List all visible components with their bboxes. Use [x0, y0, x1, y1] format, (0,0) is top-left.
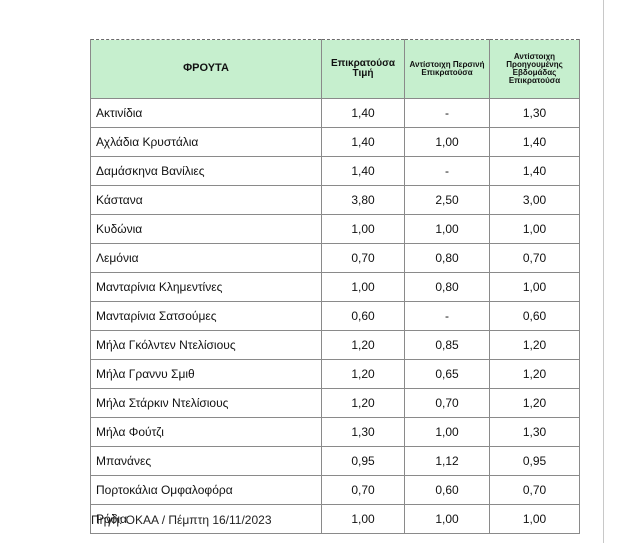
source-note: Πηγή: ΟΚΑΑ / Πέμπτη 16/11/2023: [91, 513, 272, 527]
current-price-cell: 1,30: [321, 417, 405, 447]
current-price-cell: 1,00: [321, 504, 405, 534]
table-row: Μήλα Στάρκιν Ντελίσιους 1,20 0,70 1,20: [90, 388, 580, 418]
last-year-price-cell: 2,50: [404, 185, 490, 215]
table-row: Πορτοκάλια Ομφαλοφόρα 0,70 0,60 0,70: [90, 475, 580, 505]
last-year-price-cell: -: [404, 98, 490, 128]
last-year-price-cell: 1,00: [404, 504, 490, 534]
fruit-name-cell: Μπανάνες: [90, 446, 322, 476]
table-row: Μήλα Γραννυ Σμιθ 1,20 0,65 1,20: [90, 359, 580, 389]
prev-week-price-cell: 3,00: [489, 185, 580, 215]
fruit-name-cell: Λεμόνια: [90, 243, 322, 273]
fruit-name-cell: Μανταρίνια Σατσούμες: [90, 301, 322, 331]
table-row: Ακτινίδια 1,40-1,30: [90, 98, 580, 128]
last-year-price-cell: -: [404, 301, 490, 331]
prev-week-price-cell: 1,20: [489, 330, 580, 360]
current-price-cell: 1,20: [321, 388, 405, 418]
last-year-price-cell: 0,70: [404, 388, 490, 418]
prev-week-price-cell: 1,00: [489, 214, 580, 244]
header-row: ΦΡΟΥΤΑ Επικρατούσα Τιμή Αντίστοιχη Περσι…: [90, 39, 580, 99]
fruit-name-cell: Μήλα Στάρκιν Ντελίσιους: [90, 388, 322, 418]
fruit-name-cell: Αχλάδια Κρυστάλια: [90, 127, 322, 157]
price-table: ΦΡΟΥΤΑ Επικρατούσα Τιμή Αντίστοιχη Περσι…: [90, 39, 580, 534]
table-row: Μανταρίνια Κλημεντίνες 1,00 0,80 1,00: [90, 272, 580, 302]
header-prev-week-price: Αντίστοιχη Προηγουμένης Εβδομάδας Επικρα…: [489, 39, 580, 99]
current-price-cell: 0,70: [321, 243, 405, 273]
last-year-price-cell: 0,60: [404, 475, 490, 505]
fruit-name-cell: Μήλα Γκόλντεν Ντελίσιους: [90, 330, 322, 360]
current-price-cell: 0,60: [321, 301, 405, 331]
page-edge: [603, 0, 604, 543]
header-fruit: ΦΡΟΥΤΑ: [90, 39, 322, 99]
fruit-name-cell: Μήλα Φούτζι: [90, 417, 322, 447]
last-year-price-cell: 0,80: [404, 272, 490, 302]
fruit-name-cell: Κυδώνια: [90, 214, 322, 244]
current-price-cell: 1,40: [321, 127, 405, 157]
table-row: Μήλα Γκόλντεν Ντελίσιους 1,20 0,85 1,20: [90, 330, 580, 360]
table-row: Κυδώνια 1,00 1,00 1,00: [90, 214, 580, 244]
table-row: Δαμάσκηνα Βανίλιες 1,40-1,40: [90, 156, 580, 186]
table-row: Αχλάδια Κρυστάλια 1,40 1,00 1,40: [90, 127, 580, 157]
prev-week-price-cell: 0,70: [489, 475, 580, 505]
table-body: Ακτινίδια 1,40-1,30 Αχλάδια Κρυστάλια 1,40 1…: [90, 98, 580, 534]
prev-week-price-cell: 1,30: [489, 98, 580, 128]
last-year-price-cell: 1,12: [404, 446, 490, 476]
prev-week-price-cell: 1,20: [489, 388, 580, 418]
fruit-name-cell: Μήλα Γραννυ Σμιθ: [90, 359, 322, 389]
current-price-cell: 1,20: [321, 330, 405, 360]
prev-week-price-cell: 1,20: [489, 359, 580, 389]
prev-week-price-cell: 1,40: [489, 156, 580, 186]
fruit-name-cell: Κάστανα: [90, 185, 322, 215]
prev-week-price-cell: 1,30: [489, 417, 580, 447]
last-year-price-cell: 1,00: [404, 417, 490, 447]
table-row: Μανταρίνια Σατσούμες 0,60-0,60: [90, 301, 580, 331]
current-price-cell: 1,40: [321, 156, 405, 186]
prev-week-price-cell: 0,60: [489, 301, 580, 331]
fruit-name-cell: Ρόδια: [90, 504, 322, 534]
table-row: Μήλα Φούτζι 1,30 1,00 1,30: [90, 417, 580, 447]
current-price-cell: 1,20: [321, 359, 405, 389]
current-price-cell: 1,40: [321, 98, 405, 128]
table-row: Ρόδια 1,00 1,00 1,00: [90, 504, 580, 534]
prev-week-price-cell: 0,70: [489, 243, 580, 273]
prev-week-price-cell: 0,95: [489, 446, 580, 476]
header-current-price: Επικρατούσα Τιμή: [321, 39, 405, 99]
current-price-cell: 0,70: [321, 475, 405, 505]
prev-week-price-cell: 1,00: [489, 272, 580, 302]
header-last-year-price: Αντίστοιχη Περσινή Επικρατούσα: [404, 39, 490, 99]
last-year-price-cell: 0,80: [404, 243, 490, 273]
fruit-name-cell: Μανταρίνια Κλημεντίνες: [90, 272, 322, 302]
prev-week-price-cell: 1,40: [489, 127, 580, 157]
last-year-price-cell: 1,00: [404, 127, 490, 157]
current-price-cell: 0,95: [321, 446, 405, 476]
last-year-price-cell: 1,00: [404, 214, 490, 244]
fruit-name-cell: Ακτινίδια: [90, 98, 322, 128]
prev-week-price-cell: 1,00: [489, 504, 580, 534]
current-price-cell: 1,00: [321, 272, 405, 302]
current-price-cell: 3,80: [321, 185, 405, 215]
table-row: Κάστανα 3,80 2,50 3,00: [90, 185, 580, 215]
last-year-price-cell: -: [404, 156, 490, 186]
fruit-name-cell: Δαμάσκηνα Βανίλιες: [90, 156, 322, 186]
table-row: Λεμόνια 0,70 0,80 0,70: [90, 243, 580, 273]
current-price-cell: 1,00: [321, 214, 405, 244]
fruit-name-cell: Πορτοκάλια Ομφαλοφόρα: [90, 475, 322, 505]
last-year-price-cell: 0,65: [404, 359, 490, 389]
last-year-price-cell: 0,85: [404, 330, 490, 360]
table-row: Μπανάνες 0,95 1,12 0,95: [90, 446, 580, 476]
